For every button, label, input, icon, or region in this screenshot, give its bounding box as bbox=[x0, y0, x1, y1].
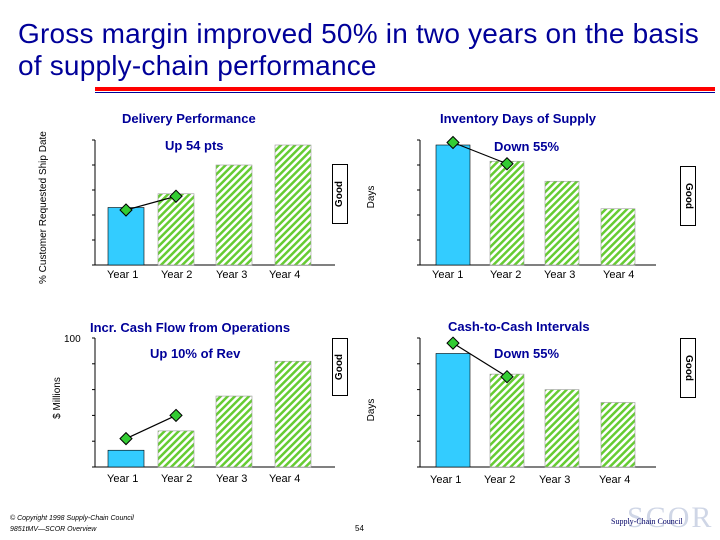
chart2-marker-1 bbox=[446, 135, 460, 150]
chart4-bar-3 bbox=[544, 389, 580, 468]
chart2-category-label: Year 4 bbox=[603, 269, 634, 281]
footer-copyright: © Copyright 1998 Supply-Chain Council bbox=[10, 515, 134, 522]
chart1-category-label: Year 4 bbox=[269, 269, 300, 281]
chart1-title: Delivery Performance bbox=[122, 111, 256, 126]
chart3-category-label: Year 3 bbox=[216, 473, 247, 485]
chart2-category-label: Year 3 bbox=[544, 269, 575, 281]
page-title: Gross margin improved 50% in two years o… bbox=[18, 18, 699, 81]
chart2-bar-2 bbox=[489, 160, 525, 266]
logo-subtext: Supply-Chain Council bbox=[611, 517, 683, 526]
chart3-marker-2 bbox=[169, 408, 183, 423]
title-underline-thin bbox=[95, 92, 715, 93]
chart4-marker-1 bbox=[446, 336, 460, 350]
chart1-category-label: Year 1 bbox=[107, 269, 138, 281]
chart3-category-label: Year 2 bbox=[161, 473, 192, 485]
chart3-trend-line bbox=[125, 414, 177, 440]
chart4-category-label: Year 1 bbox=[430, 474, 461, 486]
scor-logo: SCOR Supply-Chain Council bbox=[605, 501, 713, 537]
chart3-bar-1 bbox=[107, 449, 145, 468]
chart2-title: Inventory Days of Supply bbox=[440, 111, 597, 126]
chart3-bar-4 bbox=[274, 360, 312, 468]
chart3-title: Incr. Cash Flow from Operations bbox=[90, 320, 291, 335]
chart4-category-label: Year 2 bbox=[484, 474, 515, 486]
chart4-category-label: Year 3 bbox=[539, 474, 570, 486]
chart4-category-label: Year 4 bbox=[599, 474, 630, 486]
chart2-bar-1 bbox=[435, 144, 471, 266]
chart1-category-label: Year 3 bbox=[216, 269, 247, 281]
chart4-bar-2 bbox=[489, 373, 525, 468]
page-number: 54 bbox=[355, 524, 364, 533]
chart1-category-label: Year 2 bbox=[161, 269, 192, 281]
chart4-bar-1 bbox=[435, 353, 471, 468]
chart3-subtitle: Up 10% of Rev bbox=[150, 346, 241, 361]
title-underline bbox=[95, 87, 715, 91]
chart2-category-label: Year 1 bbox=[432, 269, 463, 281]
chart4-marker-2 bbox=[500, 369, 514, 384]
chart1-marker-2 bbox=[169, 189, 183, 203]
chart4-title: Cash-to-Cash Intervals bbox=[448, 319, 590, 334]
chart4-trend-line bbox=[452, 342, 508, 378]
chart2-bar-4 bbox=[600, 208, 636, 266]
logo-wordmark: SCOR bbox=[627, 501, 714, 534]
chart1-bar-4 bbox=[274, 144, 312, 266]
chart1-bar-3 bbox=[215, 164, 253, 266]
chart3-category-label: Year 1 bbox=[107, 473, 138, 485]
chart3-bar-3 bbox=[215, 395, 253, 468]
chart1-marker-1 bbox=[119, 203, 133, 217]
chart3-marker-1 bbox=[119, 431, 133, 446]
chart2-marker-2 bbox=[500, 157, 514, 171]
chart3-category-label: Year 4 bbox=[269, 473, 300, 485]
chart1-trend-line bbox=[125, 195, 177, 211]
chart2-bar-3 bbox=[544, 180, 580, 266]
chart4-subtitle: Down 55% bbox=[494, 346, 560, 361]
footer-doc: 9851tMV—SCOR Overview bbox=[10, 526, 97, 533]
chart1-bar-2 bbox=[157, 193, 195, 266]
chart2-category-label: Year 2 bbox=[490, 269, 521, 281]
chart3-ytick-top: 100 bbox=[64, 334, 81, 345]
chart3-bar-2 bbox=[157, 430, 195, 468]
chart2-subtitle: Down 55% bbox=[494, 139, 560, 154]
chart4-bar-4 bbox=[600, 402, 636, 468]
chart1-subtitle: Up 54 pts bbox=[165, 138, 224, 153]
chart2-trend-line bbox=[452, 141, 508, 165]
